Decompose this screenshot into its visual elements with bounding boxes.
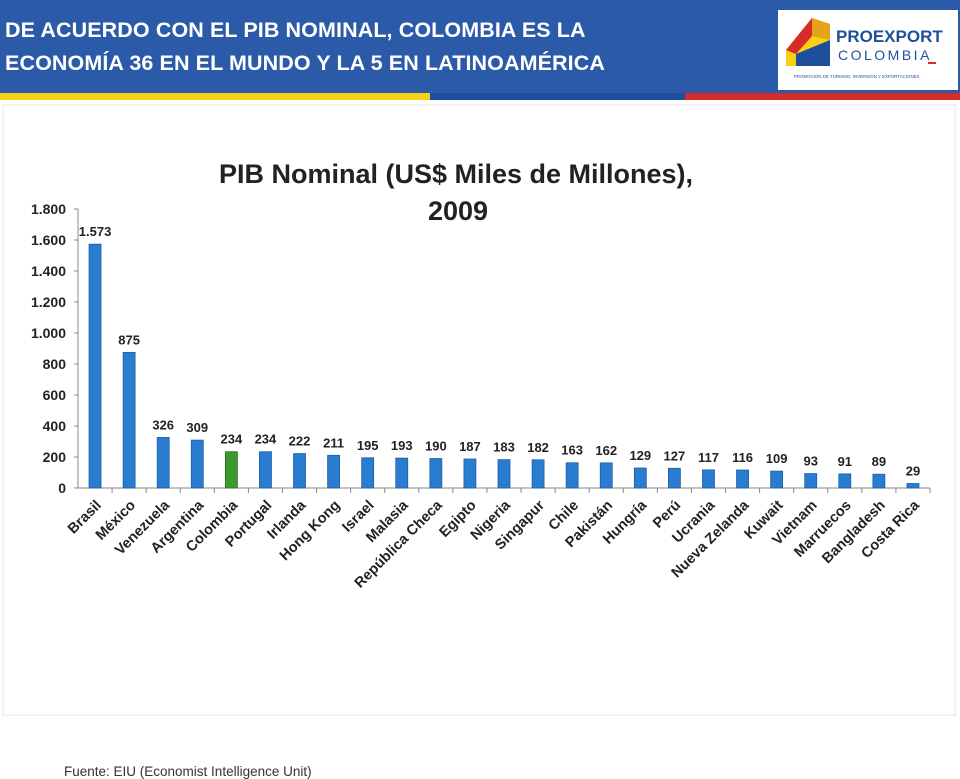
- y-tick-label: 800: [43, 356, 67, 372]
- proexport-logo: PROEXPORT COLOMBIA PROMOCIÓN DE TURISMO,…: [778, 10, 958, 90]
- bar-colombia: [224, 451, 238, 489]
- bar-nigeria: [497, 459, 511, 489]
- y-tick-label: 1.600: [31, 232, 66, 248]
- bar-value-label: 162: [595, 443, 617, 458]
- bar-value-label: 190: [425, 439, 447, 454]
- x-axis-labels: BrasilMéxicoVenezuelaArgentinaColombiaPo…: [65, 497, 923, 592]
- bar-value-label: 109: [766, 451, 788, 466]
- bar-portugal: [259, 451, 272, 489]
- bar-value-label: 163: [561, 443, 583, 458]
- chart-panel: PIB Nominal (US$ Miles de Millones), 200…: [2, 104, 956, 779]
- logo-text-proexport: PROEXPORT: [836, 27, 943, 46]
- y-tick-label: 1.000: [31, 325, 66, 341]
- bar-república-checa: [429, 458, 443, 489]
- bar-marruecos: [838, 473, 852, 489]
- bar-brasil: [88, 243, 102, 489]
- bar-value-label: 1.573: [79, 224, 112, 239]
- bar-kuwait: [770, 470, 784, 489]
- bar-value-label: 93: [803, 454, 817, 469]
- bar-israel: [361, 457, 375, 489]
- bar-value-label: 117: [698, 450, 719, 465]
- bar-malasia: [395, 457, 409, 489]
- bar-value-label: 193: [391, 438, 413, 453]
- bar-value-label: 187: [459, 439, 481, 454]
- bar-singapur: [531, 459, 545, 489]
- logo-text-colombia: COLOMBIA: [838, 47, 932, 63]
- chart-subtitle: 2009: [428, 196, 488, 226]
- bar-nueva-zelanda: [736, 469, 749, 489]
- bar-value-label: 326: [152, 417, 174, 432]
- header-color-stripe: [0, 93, 960, 100]
- bar-chart: PIB Nominal (US$ Miles de Millones), 200…: [31, 159, 931, 592]
- bar-value-label: 182: [527, 440, 549, 455]
- source-note: Fuente: EIU (Economist Intelligence Unit…: [64, 764, 312, 779]
- y-tick-label: 1.800: [31, 201, 66, 217]
- bar-irlanda: [293, 453, 306, 489]
- y-tick-label: 400: [43, 418, 67, 434]
- stripe-yellow: [0, 93, 430, 100]
- bar-egipto: [463, 458, 477, 489]
- stripe-blue: [430, 93, 685, 100]
- bar-value-label: 234: [221, 432, 243, 447]
- bar-chile: [565, 462, 579, 489]
- bar-value-label: 875: [118, 332, 140, 347]
- y-tick-label: 1.200: [31, 294, 66, 310]
- bar-value-label: 29: [906, 464, 920, 479]
- y-tick-label: 200: [43, 449, 67, 465]
- house-icon: [786, 18, 830, 66]
- bar-value-label: 309: [186, 420, 208, 435]
- bar-bangladesh: [872, 473, 886, 489]
- y-tick-label: 1.400: [31, 263, 66, 279]
- bar-vietnam: [804, 473, 818, 489]
- bar-méxico: [122, 351, 136, 489]
- bar-ucrania: [702, 469, 715, 489]
- chart-title: PIB Nominal (US$ Miles de Millones),: [219, 159, 693, 189]
- bar-value-label: 89: [872, 454, 886, 469]
- bar-value-label: 127: [664, 448, 686, 463]
- slide-title: DE ACUERDO CON EL PIB NOMINAL, COLOMBIA …: [5, 18, 605, 75]
- y-tick-label: 0: [58, 480, 66, 496]
- stripe-red: [685, 93, 960, 100]
- y-axis: 0 200 400 600 800 1.000 1.200 1.400 1.600 1.800: [31, 201, 930, 496]
- bar-value-label: 222: [289, 434, 311, 449]
- bar-value-label: 129: [629, 448, 651, 463]
- bar-value-label: 234: [255, 432, 277, 447]
- bar-argentina: [190, 439, 204, 489]
- bar-venezuela: [156, 437, 170, 489]
- bar-costa-rica: [906, 483, 920, 489]
- bar-value-label: 183: [493, 440, 515, 455]
- bar-value-label: 116: [732, 450, 753, 465]
- y-tick-label: 600: [43, 387, 67, 403]
- bar-value-label: 91: [838, 454, 852, 469]
- logo-accent-bar: [928, 62, 936, 64]
- bar-value-label: 195: [357, 438, 379, 453]
- header-banner: DE ACUERDO CON EL PIB NOMINAL, COLOMBIA …: [0, 0, 960, 97]
- bar-pakistán: [599, 462, 613, 489]
- bar-perú: [668, 467, 681, 489]
- bar-hungría: [633, 467, 647, 489]
- bar-hong-kong: [327, 454, 341, 489]
- bars: 1.573 875 326 309 234 234 222 211 195 193 190 187 18…: [79, 224, 931, 493]
- bar-value-label: 211: [323, 435, 344, 450]
- logo-tagline: PROMOCIÓN DE TURISMO, INVERSIÓN Y EXPORT…: [794, 74, 921, 79]
